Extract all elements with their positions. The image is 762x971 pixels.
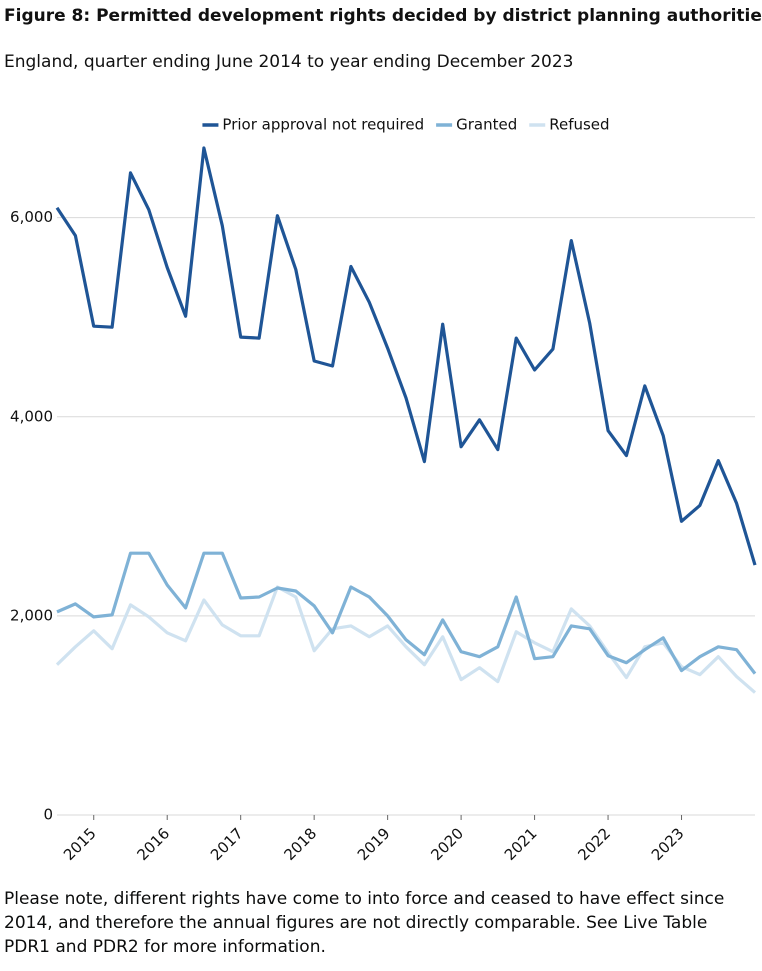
chart: Figure 8: Permitted development rights d… [4, 6, 762, 864]
x-tick-label: 2016 [133, 824, 173, 864]
footnote: Please note, different rights have come … [4, 889, 725, 957]
y-tick-label: 4,000 [10, 407, 53, 425]
series-line [55, 585, 757, 694]
legend-label: Prior approval not required [222, 116, 424, 134]
x-tick-label: 2022 [574, 824, 614, 864]
x-tick-label: 2023 [648, 824, 688, 864]
legend-label: Refused [549, 116, 609, 134]
x-tick-label: 2018 [280, 824, 320, 864]
chart-title: Figure 8: Permitted development rights d… [4, 6, 762, 26]
x-tick-label: 2021 [501, 824, 541, 864]
chart-subtitle: England, quarter ending June 2014 to yea… [4, 52, 573, 72]
x-tick-label: 2020 [427, 824, 467, 864]
y-tick-label: 0 [43, 806, 53, 824]
x-tick-label: 2017 [207, 824, 247, 864]
series-line [55, 146, 757, 566]
y-tick-label: 6,000 [10, 208, 53, 226]
y-tick-label: 2,000 [10, 606, 53, 624]
legend-label: Granted [456, 116, 517, 134]
x-tick-label: 2019 [354, 824, 394, 864]
series-line [56, 551, 757, 675]
x-tick-label: 2015 [60, 824, 100, 864]
